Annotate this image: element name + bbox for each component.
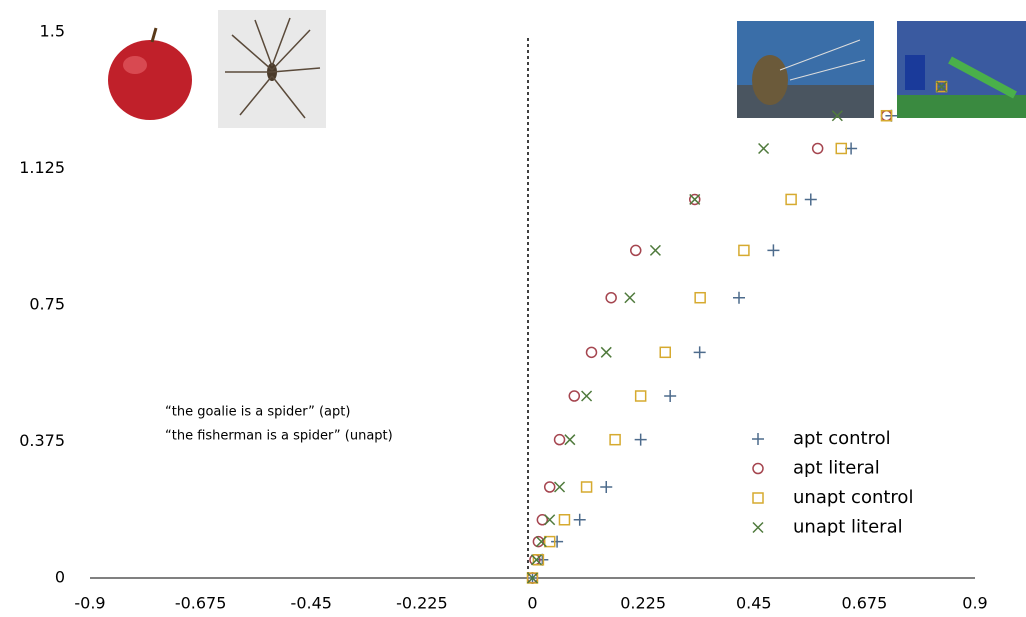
data-point [526,572,539,584]
data-point [767,244,780,257]
data-point [600,481,613,493]
data-point [581,390,593,402]
data-point [689,193,701,206]
data-point [689,193,701,205]
data-point [553,433,566,446]
goalie-image [897,21,1026,118]
apple-image [108,27,192,120]
legend-label: unapt literal [793,517,903,538]
data-point [634,433,647,446]
x-tick-label: 0 [527,594,537,613]
y-tick-label: 0.375 [19,431,65,450]
legend-marker [752,462,764,475]
data-point [694,291,706,304]
x-tick-label: -0.45 [291,594,332,613]
data-point [551,535,564,548]
data-point [600,346,612,358]
fisherman-image [737,21,874,118]
data-point [532,554,545,566]
legend-label: apt literal [793,458,880,479]
y-tick-label: 0.75 [29,295,65,314]
data-point [568,390,581,402]
data-point [605,291,617,304]
y-tick-label: 0 [55,568,65,587]
data-point [573,513,586,526]
x-tick-label: -0.9 [74,594,105,613]
data-point [564,434,576,446]
annotation: “the goalie is a spider” (apt) [165,405,350,420]
data-point [634,390,647,402]
x-tick-label: -0.225 [396,594,448,613]
data-point [624,292,636,304]
x-tick-label: 0.225 [620,594,666,613]
data-point [609,433,621,446]
data-point [936,81,948,93]
data-point [835,142,848,155]
data-point [733,291,745,304]
data-point [558,514,571,526]
data-point [535,536,547,548]
data-point [526,572,539,584]
x-tick-label: -0.675 [175,594,227,613]
x-tick-label: 0.9 [962,594,987,613]
data-point [811,142,824,155]
data-point [804,193,817,206]
y-tick-label: 1.125 [19,158,65,177]
data-point [543,481,556,493]
data-point [659,346,671,359]
annotation: “the fisherman is a spider” (unapt) [165,429,393,444]
y-tick-label: 1.5 [40,22,65,41]
legend-marker [752,492,764,504]
data-point [831,110,843,122]
data-point [554,481,566,493]
data-point [536,514,549,526]
data-point [544,514,556,526]
data-point [693,346,706,359]
data-point [649,244,661,256]
data-point [530,554,542,566]
data-point [935,80,948,93]
data-point [536,553,549,566]
data-point [785,193,797,206]
data-point [585,346,598,359]
legend-label: unapt control [793,487,913,508]
data-point [845,142,858,155]
x-tick-label: 0.45 [736,594,772,613]
data-point [880,109,893,122]
legend-label: apt control [793,428,891,449]
legend-marker [752,521,764,534]
data-point [738,244,750,257]
data-point [580,481,593,493]
data-point [543,535,556,548]
spider-image [218,10,326,128]
data-point [664,390,677,402]
data-point [630,244,642,257]
legend-marker [752,433,764,445]
data-point [532,535,545,548]
x-tick-label: 0.675 [841,594,887,613]
data-point [758,142,770,155]
